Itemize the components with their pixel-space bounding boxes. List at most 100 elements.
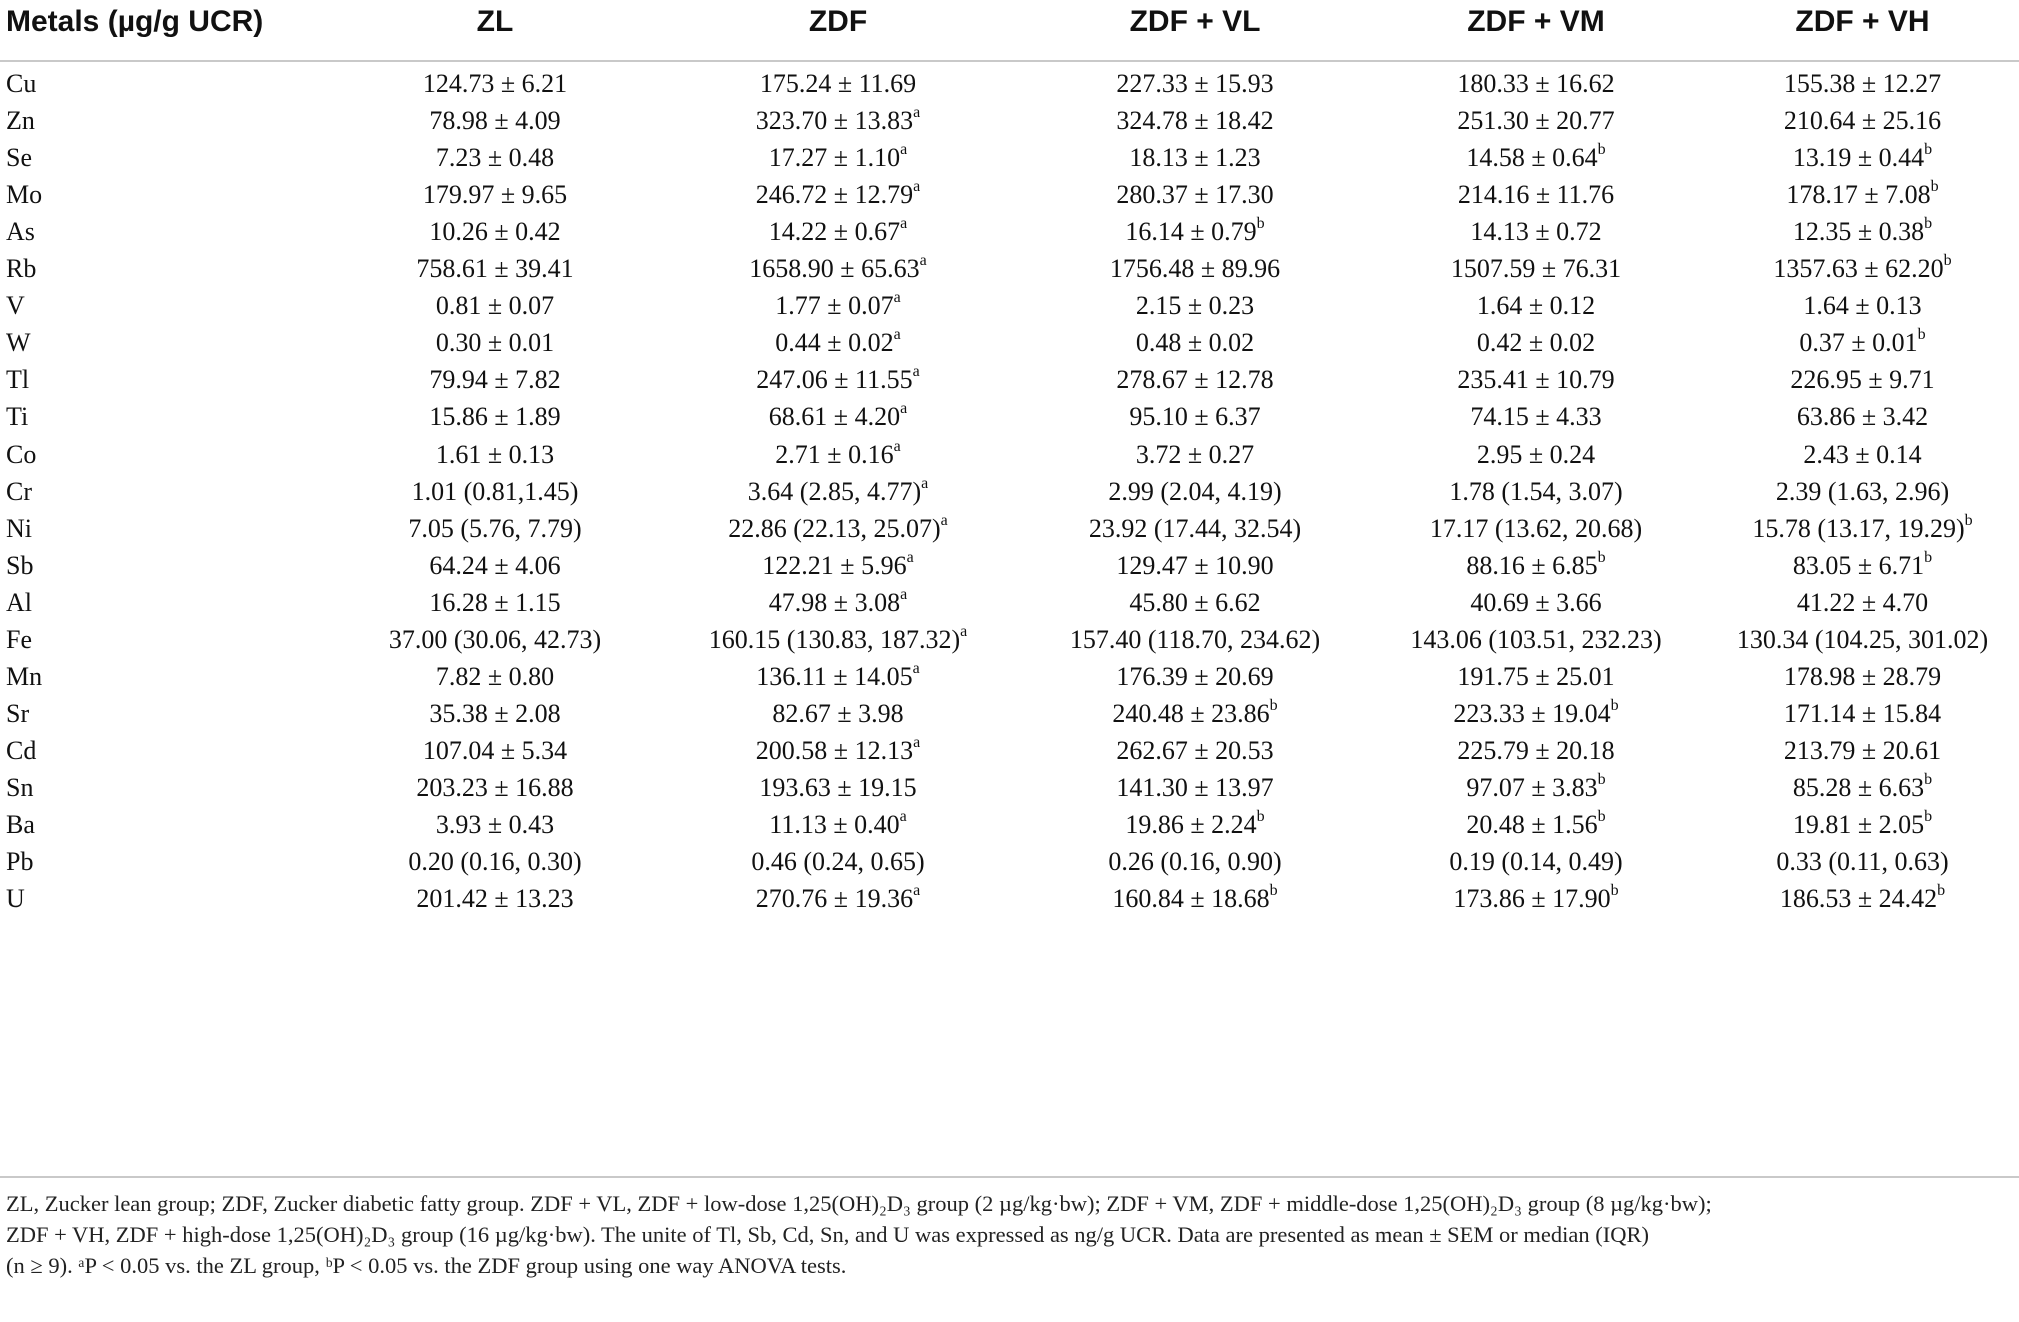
significance-marker: a	[913, 882, 921, 900]
significance-marker: a	[913, 104, 921, 122]
value-cell: 0.33 (0.11, 0.63)	[1706, 838, 2019, 886]
value-cell: 0.48 ± 0.02	[1024, 319, 1366, 367]
value-cell: 82.67 ± 3.98	[652, 690, 1024, 738]
value-cell: 95.10 ± 6.37	[1024, 393, 1366, 441]
value-text: 1507.59 ± 76.31	[1450, 254, 1622, 284]
value-text: 0.81 ± 0.07	[435, 291, 555, 321]
value-text: 79.94 ± 7.82	[429, 365, 561, 395]
value-cell: 1.61 ± 0.13	[338, 431, 652, 479]
value-text: 35.38 ± 2.08	[429, 698, 561, 728]
significance-marker: b	[1610, 882, 1619, 900]
value-cell: 235.41 ± 10.79	[1366, 356, 1706, 404]
table-row: Fe 37.00 (30.06, 42.73) 160.15 (130.83, 18…	[0, 616, 2019, 664]
table-bottom-rule	[0, 1176, 2019, 1178]
value-cell: 13.19 ± 0.44b	[1706, 134, 2019, 182]
value-cell: 130.34 (104.25, 301.02)	[1706, 616, 2019, 664]
value-cell: 1658.90 ± 65.63a	[652, 245, 1024, 293]
value-cell: 160.15 (130.83, 187.32)a	[652, 616, 1024, 664]
metal-name-cell: As	[6, 217, 35, 247]
value-cell: 41.22 ± 4.70	[1706, 579, 2019, 627]
value-text: 107.04 ± 5.34	[422, 735, 568, 765]
value-cell: 0.44 ± 0.02a	[652, 319, 1024, 367]
table-row: Cr 1.01 (0.81,1.45) 3.64 (2.85, 4.77)a 2.99…	[0, 468, 2019, 516]
value-cell: 226.95 ± 9.71	[1706, 356, 2019, 404]
value-text: 0.48 ± 0.02	[1135, 328, 1255, 358]
significance-marker: b	[1924, 141, 1933, 159]
value-cell: 7.05 (5.76, 7.79)	[338, 505, 652, 553]
value-text: 23.92 (17.44, 32.54)	[1088, 513, 1302, 543]
metal-name-cell: Mo	[6, 180, 43, 210]
value-cell: 122.21 ± 5.96a	[652, 542, 1024, 590]
value-text: 0.42 ± 0.02	[1476, 328, 1596, 358]
value-cell: 262.67 ± 20.53	[1024, 727, 1366, 775]
value-text: 186.53 ± 24.42	[1779, 884, 1938, 914]
value-text: 1.77 ± 0.07	[775, 291, 894, 321]
value-text: 155.38 ± 12.27	[1783, 69, 1942, 98]
significance-marker: a	[900, 215, 908, 233]
value-text: 176.39 ± 20.69	[1116, 661, 1274, 691]
value-text: 2.39 (1.63, 2.96)	[1775, 476, 1950, 506]
value-text: 240.48 ± 23.86	[1112, 698, 1270, 728]
significance-marker: b	[1256, 808, 1265, 825]
metal-name-cell: Cu	[6, 69, 37, 98]
value-text: 16.28 ± 1.15	[429, 587, 561, 617]
value-text: 2.71 ± 0.16	[775, 439, 894, 469]
value-text: 226.95 ± 9.71	[1790, 365, 1935, 395]
value-cell: 214.16 ± 11.76	[1366, 171, 1706, 219]
value-cell: 323.70 ± 13.83a	[652, 97, 1024, 145]
table-row: Ba 3.93 ± 0.43 11.13 ± 0.40a 19.86 ± 2.24b 2…	[0, 801, 2019, 849]
value-text: 129.47 ± 10.90	[1116, 550, 1274, 580]
column-header-zl: ZL	[476, 5, 514, 38]
value-cell: 3.72 ± 0.27	[1024, 431, 1366, 479]
table-row: W 0.30 ± 0.01 0.44 ± 0.02a 0.48 ± 0.02 0.42 …	[0, 319, 2019, 367]
value-text: 0.33 (0.11, 0.63)	[1776, 847, 1949, 877]
value-text: 88.16 ± 6.85	[1466, 550, 1598, 580]
value-cell: 201.42 ± 13.23	[338, 875, 652, 923]
value-cell: 3.64 (2.85, 4.77)a	[652, 468, 1024, 516]
value-cell: 1.01 (0.81,1.45)	[338, 468, 652, 516]
metal-name-cell: Ni	[6, 513, 32, 543]
significance-marker: b	[1937, 882, 1946, 900]
value-text: 7.23 ± 0.48	[435, 143, 555, 173]
value-text: 223.33 ± 19.04	[1453, 698, 1611, 728]
value-cell: 1507.59 ± 76.31	[1366, 245, 1706, 293]
value-text: 11.13 ± 0.40	[769, 810, 900, 839]
value-cell: 227.33 ± 15.93	[1024, 60, 1366, 108]
value-cell: 1.64 ± 0.13	[1706, 282, 2019, 330]
value-cell: 23.92 (17.44, 32.54)	[1024, 505, 1366, 553]
value-cell: 18.13 ± 1.23	[1024, 134, 1366, 182]
metal-name-cell: Zn	[6, 106, 35, 136]
value-cell: 15.86 ± 1.89	[338, 393, 652, 441]
value-cell: 2.43 ± 0.14	[1706, 431, 2019, 479]
value-cell: 2.71 ± 0.16a	[652, 431, 1024, 479]
value-text: 193.63 ± 19.15	[759, 772, 917, 802]
value-text: 251.30 ± 20.77	[1457, 106, 1615, 136]
value-text: 160.15 (130.83, 187.32)	[708, 624, 961, 654]
value-text: 19.81 ± 2.05	[1792, 810, 1925, 839]
value-cell: 0.26 (0.16, 0.90)	[1024, 838, 1366, 886]
value-cell: 0.30 ± 0.01	[338, 319, 652, 367]
value-text: 157.40 (118.70, 234.62)	[1069, 624, 1321, 654]
value-text: 179.97 ± 9.65	[422, 180, 568, 210]
value-cell: 141.30 ± 13.97	[1024, 764, 1366, 812]
value-text: 227.33 ± 15.93	[1116, 69, 1274, 98]
column-header-zdf-vm: ZDF + VM	[1467, 5, 1605, 38]
significance-marker: b	[1256, 215, 1265, 233]
table-row: Co 1.61 ± 0.13 2.71 ± 0.16a 3.72 ± 0.27 2.95…	[0, 431, 2019, 479]
value-text: 2.95 ± 0.24	[1476, 439, 1596, 469]
value-cell: 179.97 ± 9.65	[338, 171, 652, 219]
value-cell: 160.84 ± 18.68b	[1024, 875, 1366, 923]
value-text: 758.61 ± 39.41	[416, 254, 574, 284]
metal-name-cell: Co	[6, 439, 37, 469]
value-cell: 20.48 ± 1.56b	[1366, 801, 1706, 849]
significance-marker: b	[1597, 770, 1606, 788]
value-text: 3.72 ± 0.27	[1135, 439, 1255, 469]
column-header-zdf-vl: ZDF + VL	[1129, 5, 1261, 38]
metal-name-cell: Ti	[6, 402, 29, 432]
value-text: 14.13 ± 0.72	[1470, 217, 1602, 247]
value-cell: 12.35 ± 0.38b	[1706, 208, 2019, 256]
value-text: 2.99 (2.04, 4.19)	[1108, 476, 1282, 506]
value-cell: 280.37 ± 17.30	[1024, 171, 1366, 219]
value-text: 0.46 (0.24, 0.65)	[751, 847, 925, 877]
metal-name-cell: Mn	[6, 661, 43, 691]
